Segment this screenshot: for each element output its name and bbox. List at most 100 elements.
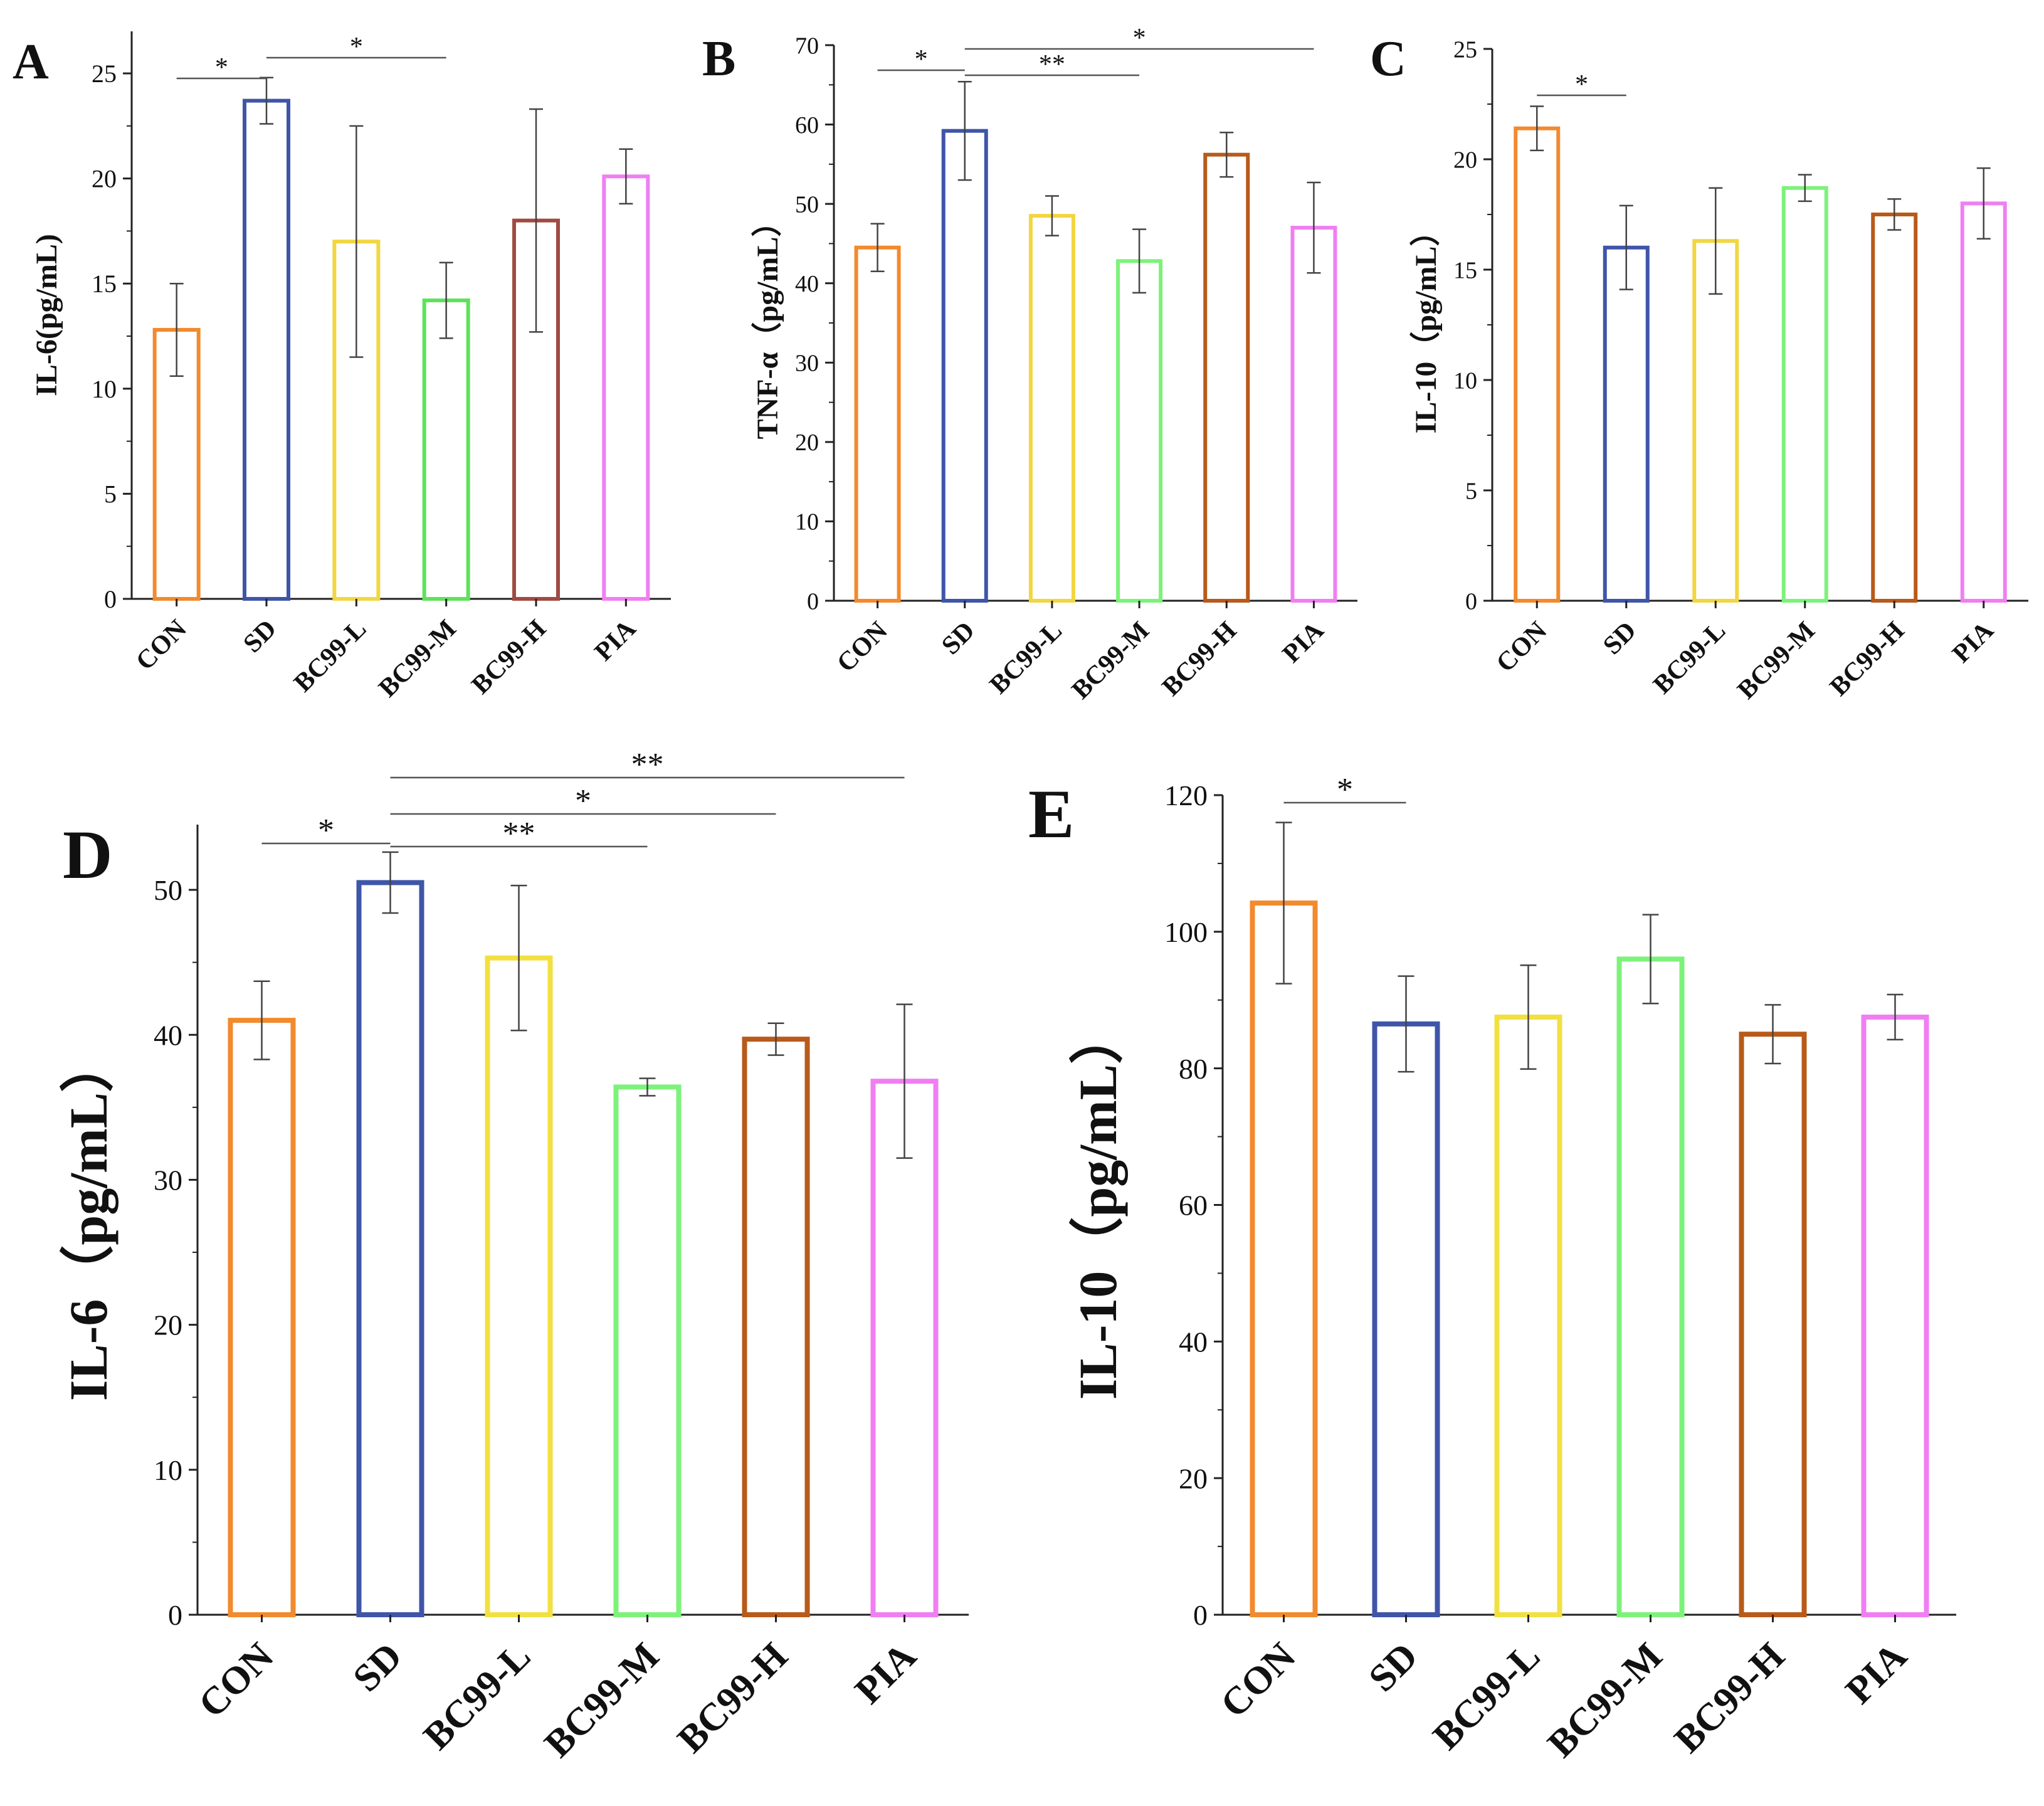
bar-bc99-h xyxy=(1871,213,1918,603)
y-tick-label: 40 xyxy=(795,271,819,297)
x-tick-label: BC99-L xyxy=(1648,616,1731,700)
x-tick-label: BC99-H xyxy=(1157,616,1242,702)
x-tick-label: SD xyxy=(1361,1635,1426,1700)
bar-bc99-h xyxy=(742,1037,810,1617)
y-tick-label: 5 xyxy=(1465,478,1477,504)
x-tick-label: BC99-H xyxy=(670,1635,796,1761)
x-tick-label: PIA xyxy=(1838,1635,1915,1713)
x-tick-label: SD xyxy=(1598,616,1642,661)
panel-d: D 0 10 20 30 40 50 IL-6（pg/mL） CON SD BC99-LBC99-M… xyxy=(58,747,969,1766)
panel-letter: C xyxy=(1370,31,1406,87)
y-tick-label: 0 xyxy=(1465,588,1477,615)
y-tick-label: 20 xyxy=(795,430,819,456)
y-tick-label: 40 xyxy=(1179,1326,1208,1358)
y-tick-label: 20 xyxy=(1453,147,1477,173)
significance-label: * xyxy=(1575,70,1588,99)
bar-bc99-l xyxy=(485,955,553,1617)
y-tick-label: 15 xyxy=(92,270,117,298)
x-tick-label: CON xyxy=(191,1635,282,1726)
y-tick-label: 50 xyxy=(795,191,819,218)
bar-bc99-h xyxy=(1739,1032,1807,1618)
y-tick-label: 0 xyxy=(1193,1599,1208,1631)
x-tick-label: BC99-M xyxy=(1732,616,1820,705)
x-tick-label: CON xyxy=(831,616,893,679)
x-tick-label: CON xyxy=(130,615,192,677)
x-tick-label: BC99-L xyxy=(416,1635,539,1758)
x-tick-label: BC99-M xyxy=(537,1635,668,1766)
y-axis-label: TNF-α（pg/mL） xyxy=(751,207,784,440)
x-tick-label: BC99-M xyxy=(373,615,461,703)
bar-pia xyxy=(870,1079,939,1618)
y-tick-label: 25 xyxy=(92,60,117,88)
y-tick-label: 0 xyxy=(807,588,819,615)
y-tick-label: 20 xyxy=(154,1309,182,1341)
bar-sd xyxy=(243,98,290,601)
x-tick-label: BC99-L xyxy=(1425,1635,1549,1758)
x-tick-label: PIA xyxy=(589,614,642,667)
x-tick-label: PIA xyxy=(1277,616,1330,668)
bar-sd xyxy=(1372,1021,1440,1617)
significance-label: * xyxy=(575,783,591,819)
y-tick-label: 0 xyxy=(168,1599,182,1631)
y-tick-label: 10 xyxy=(1453,367,1477,394)
bar-bc99-h xyxy=(1203,152,1250,603)
significance-label: * xyxy=(1337,772,1353,808)
significance-label: ** xyxy=(1039,50,1065,79)
panel-letter: E xyxy=(1028,776,1074,852)
y-axis-label: IL-6(pg/mL) xyxy=(30,234,63,396)
bar-bc99-m xyxy=(1116,259,1163,603)
bar-pia xyxy=(602,174,650,601)
panel-letter: D xyxy=(63,816,112,893)
y-tick-label: 30 xyxy=(154,1164,182,1196)
y-tick-label: 60 xyxy=(1179,1190,1208,1222)
y-tick-label: 100 xyxy=(1164,916,1208,948)
significance-label: ** xyxy=(503,816,535,852)
y-tick-label: 10 xyxy=(795,509,819,536)
bar-pia xyxy=(1861,1014,1929,1617)
x-tick-label: SD xyxy=(936,616,981,661)
bar-sd xyxy=(1603,245,1650,603)
y-tick-label: 5 xyxy=(104,480,117,508)
bar-sd xyxy=(356,880,424,1617)
y-tick-label: 15 xyxy=(1453,257,1477,283)
y-tick-label: 0 xyxy=(104,585,117,613)
y-tick-label: 50 xyxy=(154,874,182,906)
x-tick-label: SD xyxy=(345,1635,410,1700)
y-tick-label: 120 xyxy=(1164,779,1208,811)
y-axis-label: IL-6（pg/mL） xyxy=(58,1038,119,1401)
x-tick-label: BC99-M xyxy=(1540,1635,1671,1766)
panel-letter: A xyxy=(13,34,49,90)
x-tick-label: BC99-H xyxy=(1825,616,1910,702)
y-tick-label: 10 xyxy=(154,1454,182,1486)
y-tick-label: 20 xyxy=(1179,1462,1208,1494)
significance-label: * xyxy=(215,53,228,82)
significance-label: * xyxy=(915,45,928,74)
bar-sd xyxy=(941,129,988,603)
x-tick-label: BC99-L xyxy=(288,615,372,698)
y-tick-label: 70 xyxy=(795,33,819,59)
y-tick-label: 80 xyxy=(1179,1053,1208,1085)
panel-c: C 0 5 10 15 20 25 IL-10（pg/mL） CON SD BC99-L BC99-M… xyxy=(1370,31,2028,705)
x-tick-label: BC99-H xyxy=(466,615,552,700)
panel-letter: B xyxy=(702,31,735,87)
y-tick-label: 25 xyxy=(1453,36,1477,63)
bar-bc99-l xyxy=(1692,239,1739,603)
y-tick-label: 60 xyxy=(795,112,819,139)
x-tick-label: BC99-L xyxy=(984,616,1068,700)
bar-bc99-m xyxy=(422,298,470,601)
bar-con xyxy=(1250,900,1318,1617)
panel-a: A 0 5 10 15 20 25 IL-6(pg/mL) CON SD BC99-L BC99-M B… xyxy=(13,31,671,703)
bar-con xyxy=(854,245,901,603)
x-tick-label: BC99-M xyxy=(1067,616,1155,705)
bar-pia xyxy=(1960,201,2007,603)
y-tick-label: 20 xyxy=(92,165,117,193)
x-tick-label: CON xyxy=(1213,1635,1304,1726)
y-axis-label: IL-10（pg/mL） xyxy=(1068,1010,1128,1400)
bar-bc99-l xyxy=(1028,214,1075,603)
significance-label: ** xyxy=(631,747,664,783)
bar-con xyxy=(1514,126,1561,603)
x-tick-label: BC99-H xyxy=(1667,1635,1793,1761)
bar-pia xyxy=(1290,226,1337,603)
